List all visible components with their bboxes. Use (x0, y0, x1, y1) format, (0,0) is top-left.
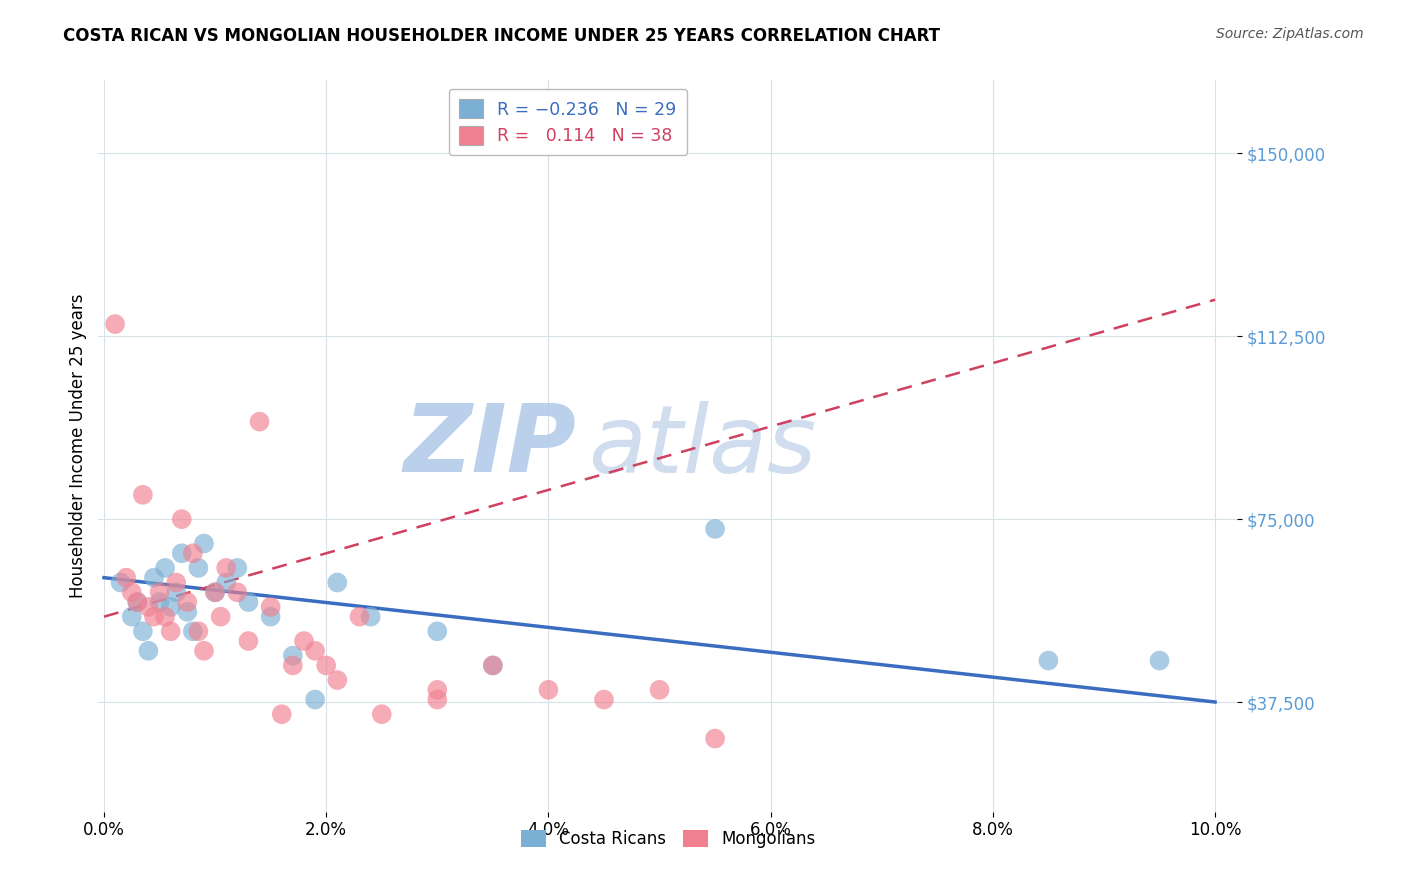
Point (121, 585, 143, 599)
Point (304, 644, 326, 658)
Point (281, 648, 304, 663)
Point (148, 585, 170, 599)
Point (226, 585, 249, 599)
Point (104, 317, 127, 331)
Point (165, 575, 187, 590)
Point (132, 488, 155, 502)
Point (648, 682, 671, 697)
Text: Source: ZipAtlas.com: Source: ZipAtlas.com (1216, 27, 1364, 41)
Point (593, 692, 616, 706)
Point (138, 599, 160, 614)
Point (226, 561, 249, 575)
Point (349, 609, 371, 624)
Point (153, 609, 176, 624)
Point (360, 609, 382, 624)
Point (187, 561, 209, 575)
Point (326, 575, 349, 590)
Point (170, 546, 193, 560)
Y-axis label: Householder Income Under 25 years: Householder Income Under 25 years (69, 293, 87, 599)
Point (371, 707, 394, 722)
Point (193, 536, 215, 550)
Point (482, 658, 505, 673)
Point (170, 512, 193, 526)
Point (426, 624, 449, 639)
Point (115, 571, 138, 585)
Point (426, 682, 449, 697)
Point (215, 575, 238, 590)
Point (1038, 654, 1060, 668)
Point (127, 595, 149, 609)
Point (110, 575, 132, 590)
Point (249, 415, 271, 429)
Point (187, 624, 209, 639)
Point (238, 634, 260, 648)
Point (127, 595, 149, 609)
Point (204, 585, 226, 599)
Legend: Costa Ricans, Mongolians: Costa Ricans, Mongolians (513, 823, 823, 855)
Point (138, 644, 160, 658)
Point (238, 595, 260, 609)
Point (176, 595, 198, 609)
Point (153, 561, 176, 575)
Point (281, 658, 304, 673)
Point (159, 624, 181, 639)
Text: COSTA RICAN VS MONGOLIAN HOUSEHOLDER INCOME UNDER 25 YEARS CORRELATION CHART: COSTA RICAN VS MONGOLIAN HOUSEHOLDER INC… (63, 27, 941, 45)
Point (326, 673, 349, 687)
Point (292, 634, 315, 648)
Point (704, 731, 727, 746)
Point (704, 522, 727, 536)
Point (304, 692, 326, 706)
Point (204, 585, 226, 599)
Point (259, 599, 281, 614)
Text: ZIP: ZIP (404, 400, 576, 492)
Point (1149, 654, 1171, 668)
Point (215, 561, 238, 575)
Point (426, 692, 449, 706)
Point (259, 609, 281, 624)
Point (143, 609, 166, 624)
Point (148, 595, 170, 609)
Point (315, 658, 337, 673)
Point (181, 624, 204, 639)
Point (121, 609, 143, 624)
Point (270, 707, 292, 722)
Point (143, 571, 166, 585)
Point (537, 682, 560, 697)
Point (209, 609, 232, 624)
Text: atlas: atlas (588, 401, 817, 491)
Point (482, 658, 505, 673)
Point (159, 599, 181, 614)
Point (165, 585, 187, 599)
Point (132, 624, 155, 639)
Point (181, 546, 204, 560)
Point (176, 605, 198, 619)
Point (193, 644, 215, 658)
